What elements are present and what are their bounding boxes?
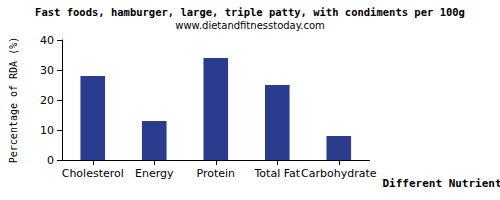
svg-text:Fast foods, hamburger, large,: Fast foods, hamburger, large, triple pat… [35, 6, 465, 18]
svg-text:20: 20 [40, 94, 54, 107]
svg-text:10: 10 [40, 124, 54, 137]
svg-text:Different Nutrients: Different Nutrients [382, 177, 500, 190]
svg-text:Percentage of RDA (%): Percentage of RDA (%) [8, 37, 19, 163]
svg-text:40: 40 [40, 34, 54, 47]
svg-text:Cholesterol: Cholesterol [62, 167, 124, 180]
svg-text:Energy: Energy [135, 167, 174, 180]
svg-text:Protein: Protein [196, 167, 235, 180]
svg-text:Total Fat: Total Fat [253, 167, 300, 180]
svg-text:30: 30 [40, 64, 54, 77]
svg-text:Carbohydrate: Carbohydrate [301, 167, 377, 180]
svg-text:0: 0 [47, 154, 54, 167]
svg-text:www.dietandfitnesstoday.com: www.dietandfitnesstoday.com [175, 20, 324, 31]
